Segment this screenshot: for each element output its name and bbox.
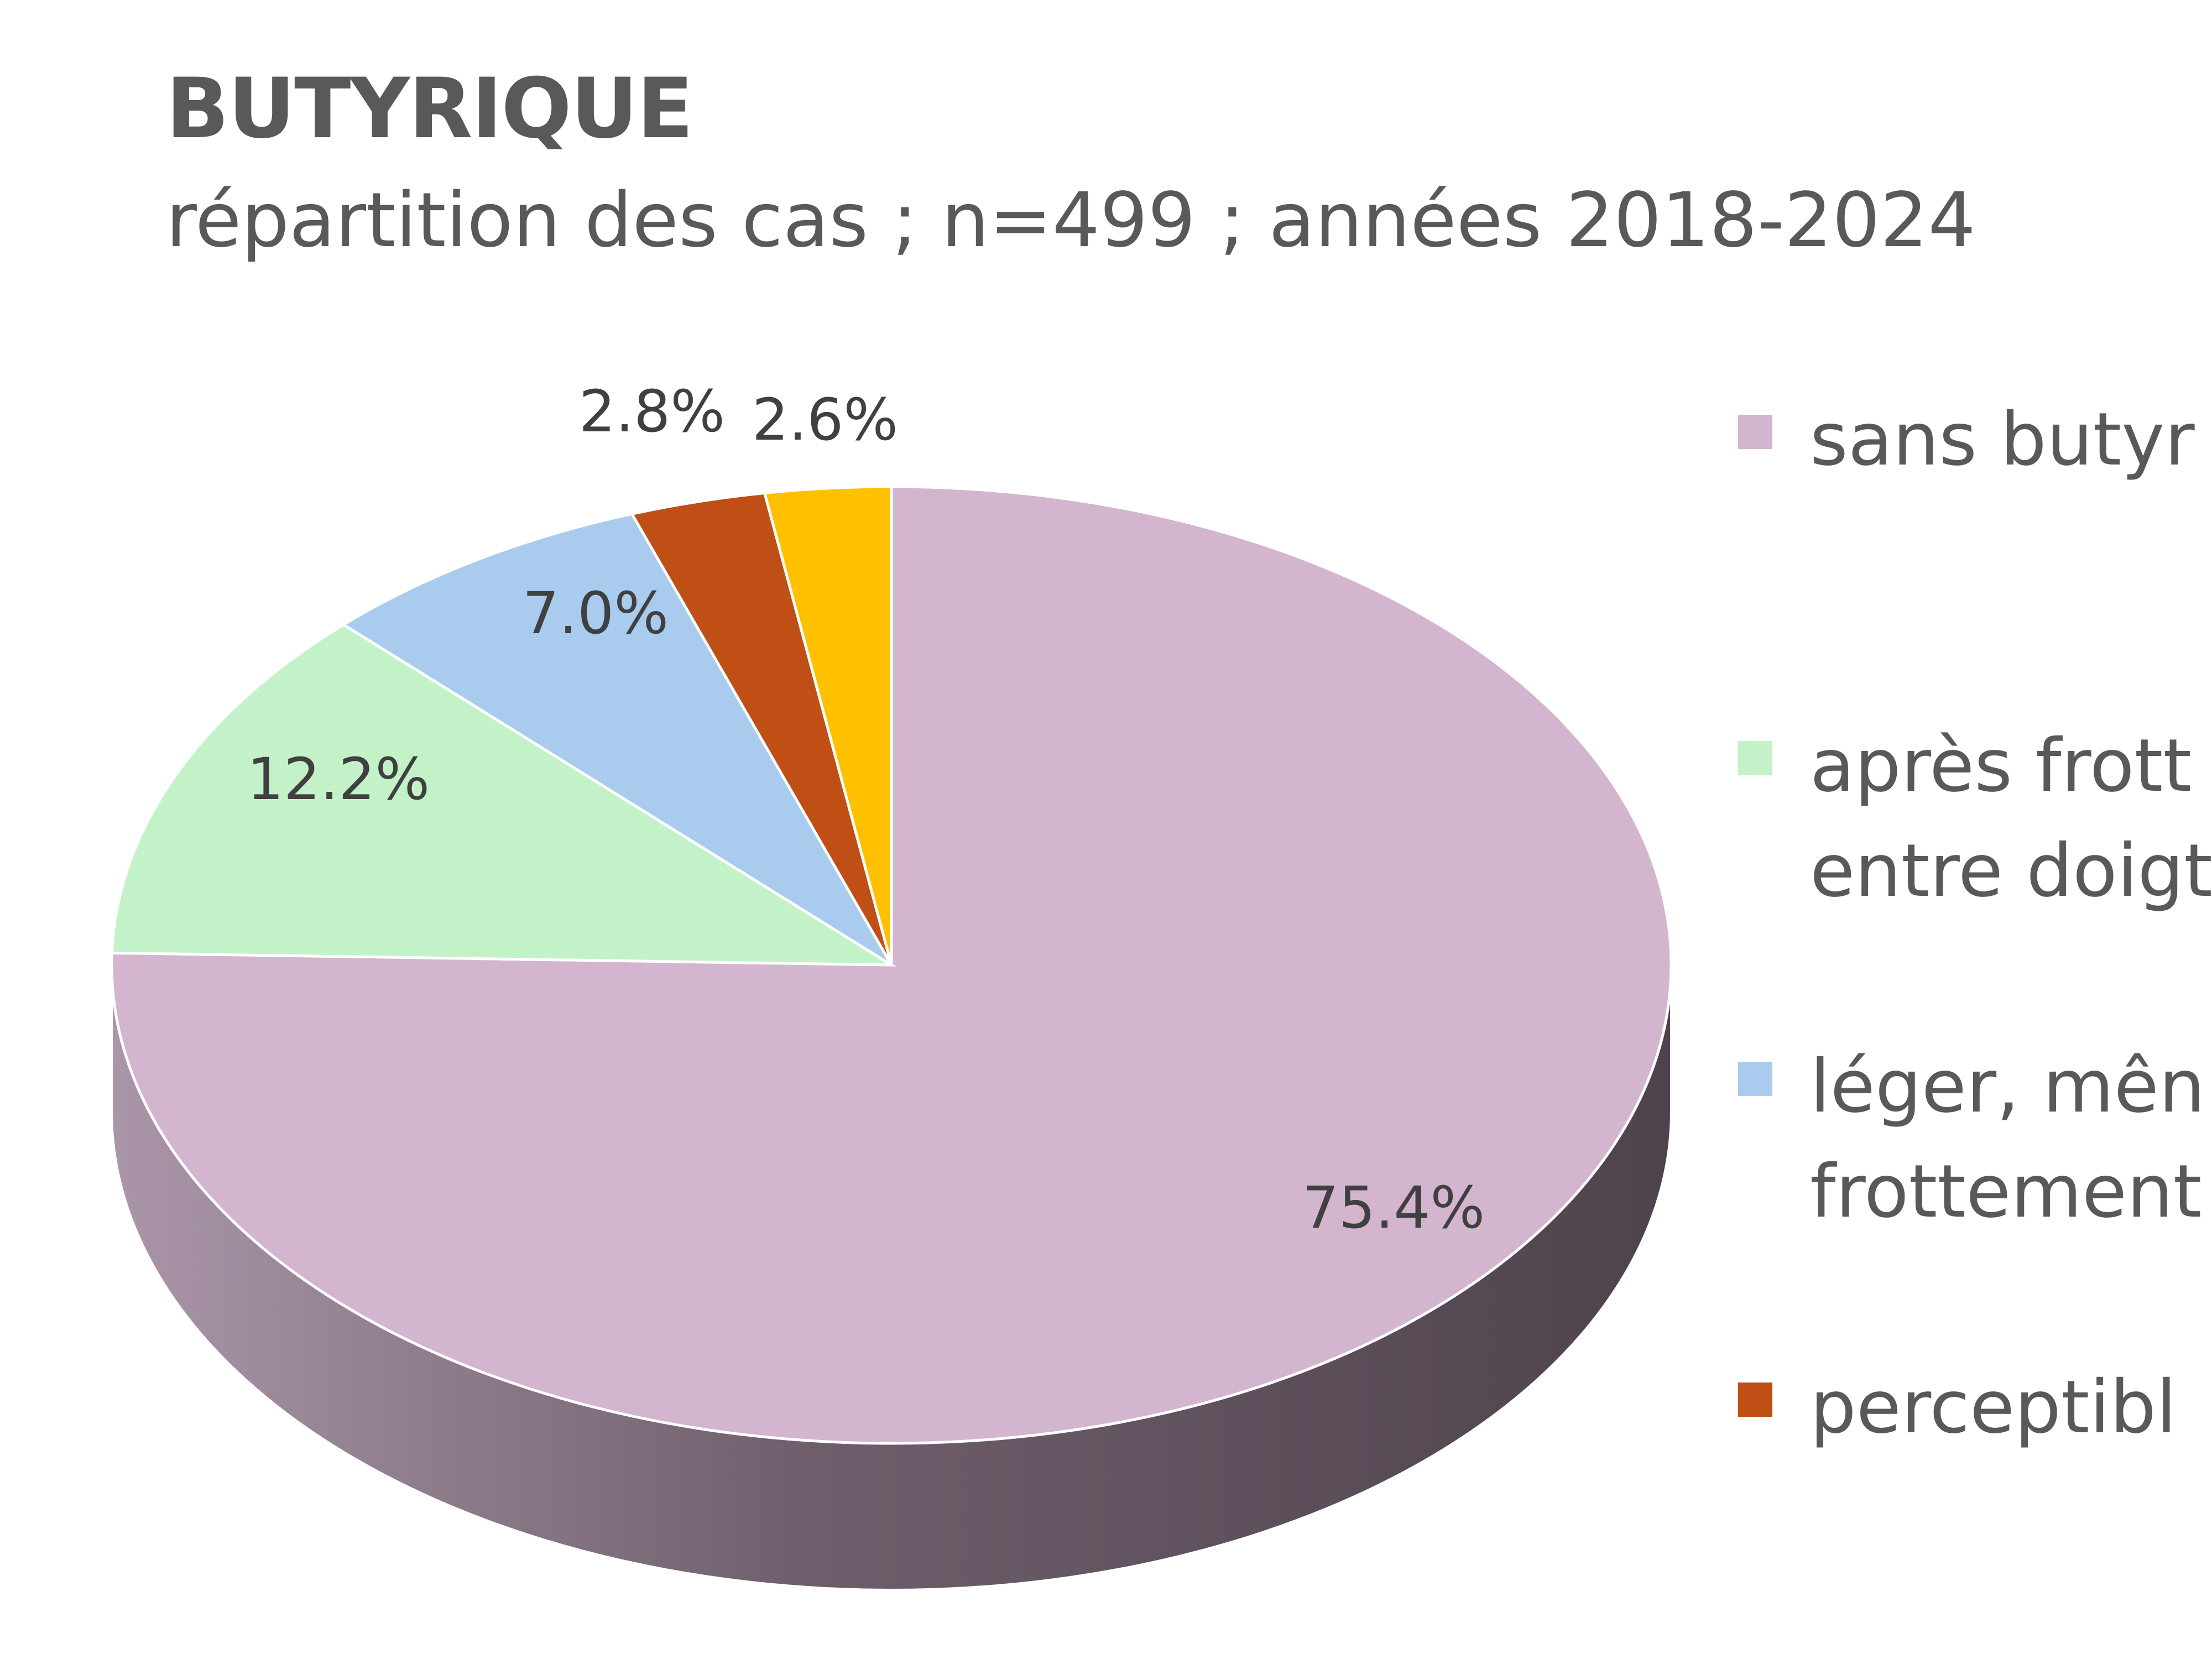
pie-slice-4 (763, 485, 893, 966)
pie-slice-1 (110, 623, 896, 967)
legend-label: perceptibl (1810, 1365, 2177, 1450)
data-label-1: 12.2% (247, 745, 430, 813)
legend-label: après frott entre doigt (1810, 723, 2212, 914)
data-label-2: 7.0% (523, 580, 669, 647)
data-label-3: 2.8% (579, 378, 725, 445)
data-label-0: 75.4% (1302, 1174, 1485, 1241)
legend-swatch (1738, 1062, 1772, 1096)
data-label-4: 2.6% (752, 386, 898, 453)
legend-item-1: après frott entre doigt (1738, 713, 2212, 924)
pie-slice-0 (110, 485, 1673, 1445)
legend-swatch (1738, 415, 1772, 449)
chart-subtitle: répartition des cas ; n=499 ; années 201… (166, 177, 1976, 264)
legend-label: léger, mên frottement (1810, 1044, 2205, 1234)
legend-item-3: perceptibl (1738, 1355, 2177, 1460)
chart-title: BUTYRIQUE (166, 61, 693, 157)
legend-item-0: sans butyr (1738, 387, 2195, 492)
legend-label: sans butyr (1810, 397, 2195, 482)
legend-item-2: léger, mên frottement (1738, 1034, 2205, 1244)
pie-slice-2 (341, 512, 893, 967)
legend-swatch (1738, 741, 1772, 775)
legend-swatch (1738, 1383, 1772, 1417)
